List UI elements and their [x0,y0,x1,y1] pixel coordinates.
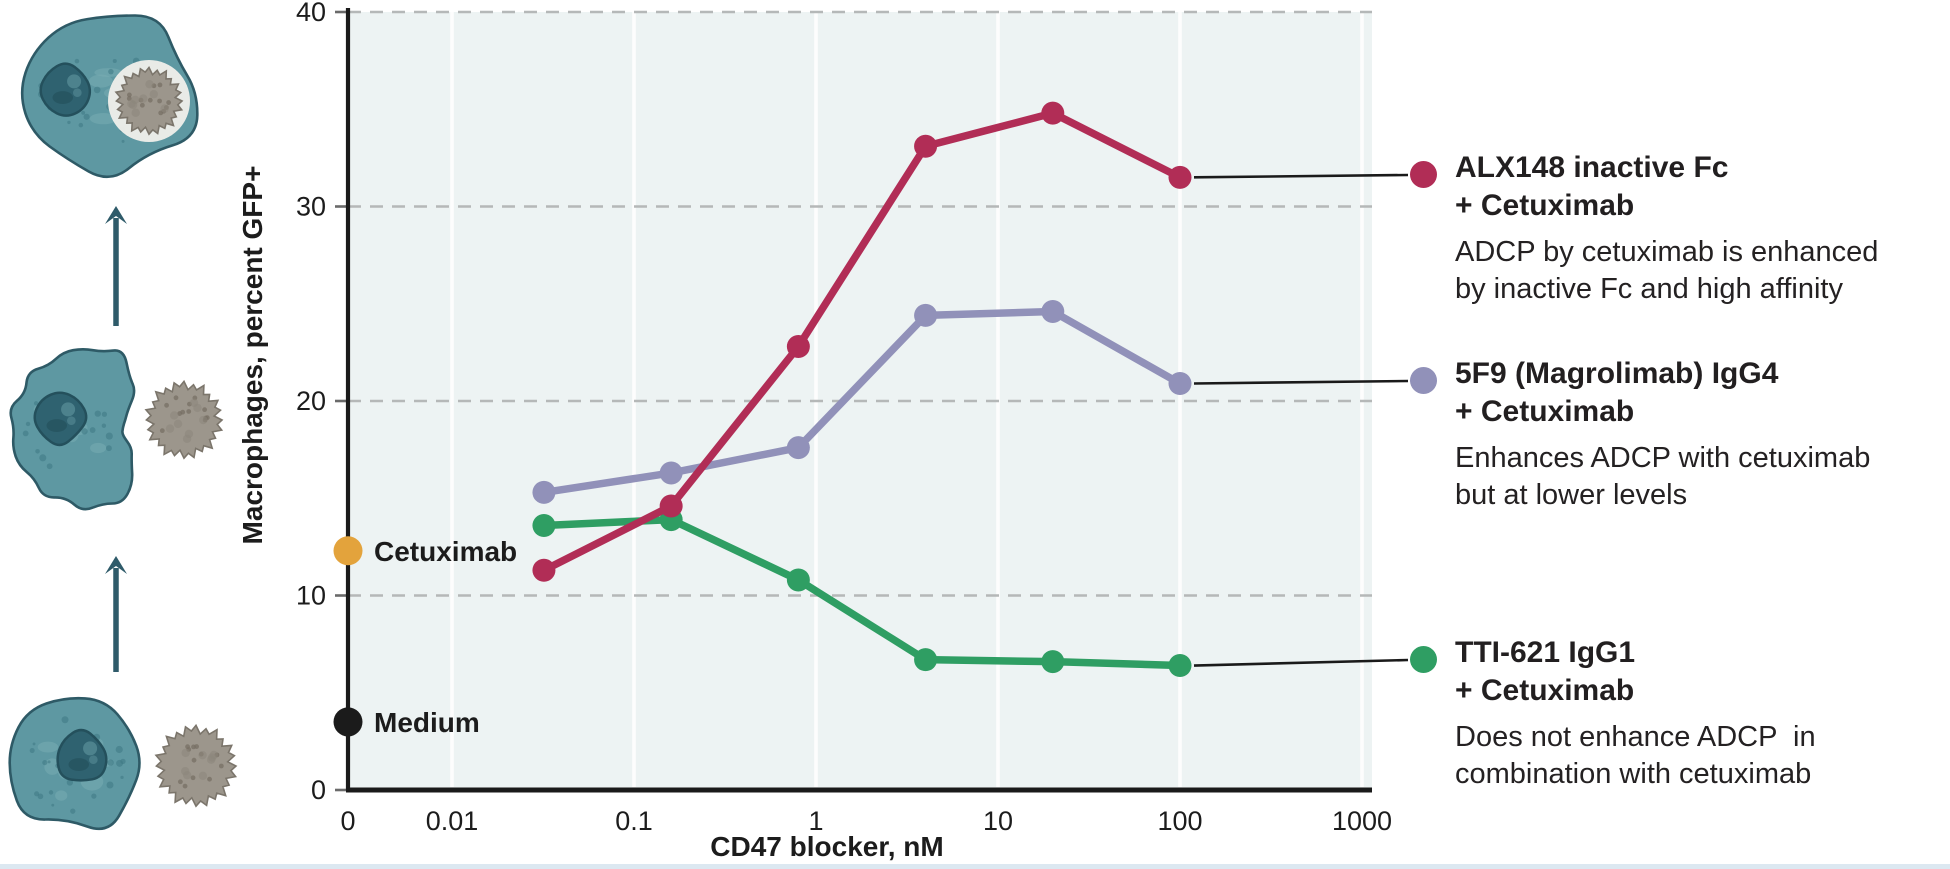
macrophage-and-tumor-cell-separate-illustration [8,696,238,831]
tti621-series-dot-icon [1410,646,1437,673]
upward-arrow-icon [105,556,127,672]
legend-title-line: + Cetuximab [1455,189,1635,222]
data-point [1041,300,1065,324]
legend-desc-line: by inactive Fc and high affinity [1455,273,1843,305]
legend-desc-line: but at lower levels [1455,479,1688,511]
legend-desc-line: combination with cetuximab [1455,758,1812,790]
upward-arrow-icon [105,206,127,326]
reference-point-label: Medium [374,707,480,738]
data-point [532,558,556,582]
macrophage-engaging-tumor-cell-illustration [9,348,224,511]
legend-title-line: ALX148 inactive Fc [1455,151,1729,184]
data-point [1168,165,1192,189]
alx148-series-dot-icon [1410,161,1437,188]
data-point [786,568,810,592]
legend-title-line: + Cetuximab [1455,674,1635,707]
figure-bottom-border [0,864,1950,869]
chart-legend: ALX148 inactive Fc + Cetuximab ADCP by c… [1398,0,1950,869]
phagocytosis-stages-illustration [8,14,238,831]
data-point [914,648,938,672]
y-axis-title: Macrophages, percent GFP+ [237,166,268,545]
x-tick-label: 0 [340,806,355,836]
series-line-0 [532,101,1192,582]
reference-point-medium [333,707,363,737]
horizontal-gridlines [335,10,1372,792]
legend-entry-tti621: TTI-621 IgG1 + Cetuximab Does not enhanc… [1398,634,1816,793]
data-point [532,480,556,504]
reference-point-cetuximab [333,536,363,566]
data-point [1041,650,1065,674]
data-point [786,335,810,359]
data-point [786,436,810,460]
legend-title-line: + Cetuximab [1455,395,1635,428]
x-axis-title: CD47 blocker, nM [710,831,943,862]
y-tick-label: 0 [311,775,326,805]
axes [345,8,1372,793]
x-tick-label: 10 [983,806,1013,836]
data-point [1041,101,1065,125]
legend-title-line: TTI-621 IgG1 [1455,636,1636,669]
data-point [1168,371,1192,395]
macrophage-engulfed-tumor-cell-illustration [20,14,199,178]
x-tick-label: 0.01 [426,806,479,836]
x-tick-label: 1 [808,806,823,836]
data-point [914,303,938,327]
reference-points: Cetuximab Medium [333,536,517,738]
y-tick-label: 20 [296,386,326,416]
legend-entry-5f9: 5F9 (Magrolimab) IgG4 + Cetuximab Enhanc… [1398,355,1870,514]
data-point [914,134,938,158]
legend-desc-line: ADCP by cetuximab is enhanced [1455,236,1879,268]
x-tick-label: 100 [1157,806,1202,836]
x-tick-label: 0.1 [615,806,653,836]
y-tick-label: 10 [296,581,326,611]
5f9-series-dot-icon [1410,367,1437,394]
data-point [532,513,556,537]
legend-entry-alx148: ALX148 inactive Fc + Cetuximab ADCP by c… [1398,149,1878,308]
data-point [659,461,683,485]
data-point [659,494,683,518]
x-tick-label: 1000 [1332,806,1392,836]
data-point [1168,654,1192,678]
series-line-1 [532,300,1192,504]
y-tick-label: 30 [296,192,326,222]
legend-connector-lines [1193,173,1409,667]
y-tick-label: 40 [296,0,326,27]
reference-point-label: Cetuximab [374,536,517,567]
legend-desc-line: Enhances ADCP with cetuximab [1455,442,1871,474]
legend-title-line: 5F9 (Magrolimab) IgG4 [1455,357,1779,390]
legend-desc-line: Does not enhance ADCP in [1455,721,1816,753]
tick-labels: 0 10 20 30 40 0 0.01 0.1 1 10 100 1000 [296,0,1392,836]
